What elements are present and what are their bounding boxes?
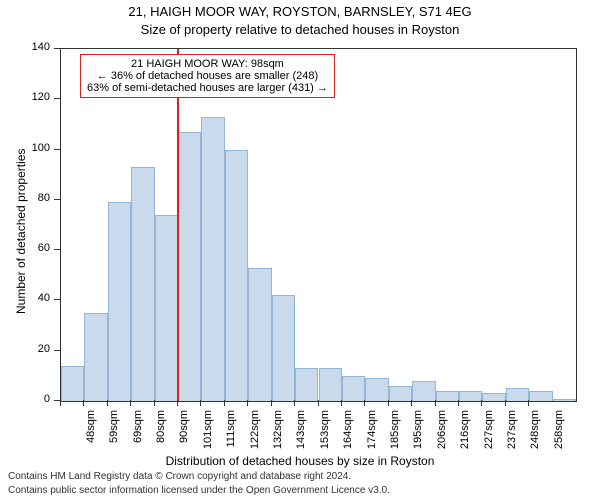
xtick-mark: [107, 400, 108, 406]
annotation-line-1: 21 HAIGH MOOR WAY: 98sqm: [87, 58, 328, 70]
xtick-mark: [388, 400, 389, 406]
xtick-label: 143sqm: [295, 410, 307, 458]
bar: [459, 391, 482, 401]
xtick-label: 122sqm: [249, 410, 261, 458]
xtick-mark: [200, 400, 201, 406]
bar: [225, 150, 248, 401]
xtick-label: 216sqm: [459, 410, 471, 458]
xtick-label: 59sqm: [108, 410, 120, 458]
ytick-mark: [54, 299, 60, 300]
bar: [248, 268, 271, 401]
bar: [155, 215, 178, 401]
xtick-mark: [271, 400, 272, 406]
xtick-label: 185sqm: [389, 410, 401, 458]
xtick-mark: [341, 400, 342, 406]
bar: [295, 368, 318, 401]
xtick-label: 195sqm: [412, 410, 424, 458]
xtick-label: 164sqm: [342, 410, 354, 458]
xtick-label: 248sqm: [529, 410, 541, 458]
bar: [108, 202, 131, 401]
xtick-mark: [294, 400, 295, 406]
xtick-label: 48sqm: [85, 410, 97, 458]
bar: [84, 313, 107, 401]
xtick-mark: [528, 400, 529, 406]
xtick-mark: [177, 400, 178, 406]
marker-line: [177, 49, 179, 401]
xtick-label: 206sqm: [436, 410, 448, 458]
annotation-box: 21 HAIGH MOOR WAY: 98sqm ← 36% of detach…: [80, 54, 335, 98]
xtick-mark: [247, 400, 248, 406]
xtick-mark: [481, 400, 482, 406]
xtick-label: 153sqm: [319, 410, 331, 458]
ytick-label: 120: [22, 91, 50, 103]
xtick-mark: [224, 400, 225, 406]
xtick-label: 258sqm: [553, 410, 565, 458]
bar: [482, 393, 505, 401]
xtick-label: 132sqm: [272, 410, 284, 458]
ytick-mark: [54, 350, 60, 351]
xtick-label: 174sqm: [366, 410, 378, 458]
ytick-label: 140: [22, 41, 50, 53]
xtick-label: 90sqm: [178, 410, 190, 458]
annotation-line-3: 63% of semi-detached houses are larger (…: [87, 82, 328, 94]
bar: [553, 399, 576, 402]
x-axis-label: Distribution of detached houses by size …: [0, 454, 600, 468]
annotation-line-2: ← 36% of detached houses are smaller (24…: [87, 70, 328, 82]
xtick-mark: [83, 400, 84, 406]
title-line-2: Size of property relative to detached ho…: [0, 22, 600, 37]
xtick-mark: [318, 400, 319, 406]
title-line-1: 21, HAIGH MOOR WAY, ROYSTON, BARNSLEY, S…: [0, 4, 600, 19]
bar: [506, 388, 529, 401]
xtick-mark: [435, 400, 436, 406]
xtick-label: 101sqm: [202, 410, 214, 458]
xtick-mark: [364, 400, 365, 406]
bar: [131, 167, 154, 401]
y-axis-label: Number of detached properties: [14, 149, 28, 314]
plot-area: [60, 48, 577, 402]
ytick-mark: [54, 249, 60, 250]
footer-line-2: Contains public sector information licen…: [8, 485, 390, 496]
bar: [436, 391, 459, 401]
ytick-mark: [54, 199, 60, 200]
xtick-mark: [154, 400, 155, 406]
bar: [319, 368, 342, 401]
bar: [178, 132, 201, 401]
xtick-label: 80sqm: [155, 410, 167, 458]
xtick-mark: [458, 400, 459, 406]
bar: [529, 391, 552, 401]
xtick-mark: [411, 400, 412, 406]
bar: [342, 376, 365, 401]
xtick-label: 69sqm: [132, 410, 144, 458]
bar: [201, 117, 224, 401]
ytick-label: 0: [22, 393, 50, 405]
bar: [272, 295, 295, 401]
figure: 21, HAIGH MOOR WAY, ROYSTON, BARNSLEY, S…: [0, 0, 600, 500]
footer-line-1: Contains HM Land Registry data © Crown c…: [8, 471, 351, 482]
bar: [412, 381, 435, 401]
xtick-mark: [130, 400, 131, 406]
xtick-mark: [505, 400, 506, 406]
ytick-mark: [54, 149, 60, 150]
ytick-mark: [54, 48, 60, 49]
bar: [389, 386, 412, 401]
bar: [365, 378, 388, 401]
ytick-mark: [54, 98, 60, 99]
xtick-mark: [60, 400, 61, 406]
ytick-label: 20: [22, 343, 50, 355]
bar: [61, 366, 84, 401]
xtick-label: 237sqm: [506, 410, 518, 458]
xtick-label: 111sqm: [225, 410, 237, 458]
xtick-label: 227sqm: [483, 410, 495, 458]
